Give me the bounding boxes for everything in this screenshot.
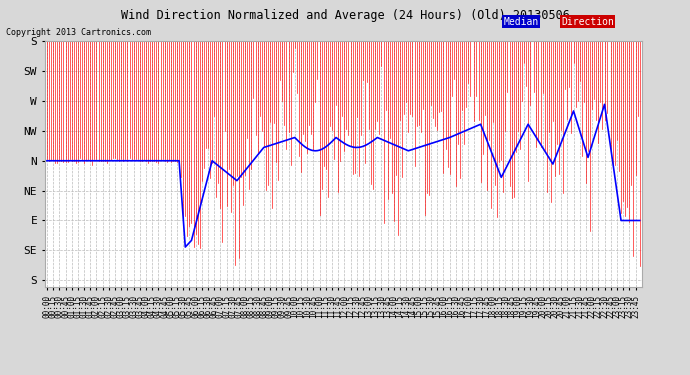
Text: Wind Direction Normalized and Average (24 Hours) (Old) 20130506: Wind Direction Normalized and Average (2… [121, 9, 569, 22]
Text: Median: Median [504, 17, 539, 27]
Text: Direction: Direction [561, 17, 614, 27]
Text: Copyright 2013 Cartronics.com: Copyright 2013 Cartronics.com [6, 28, 150, 37]
